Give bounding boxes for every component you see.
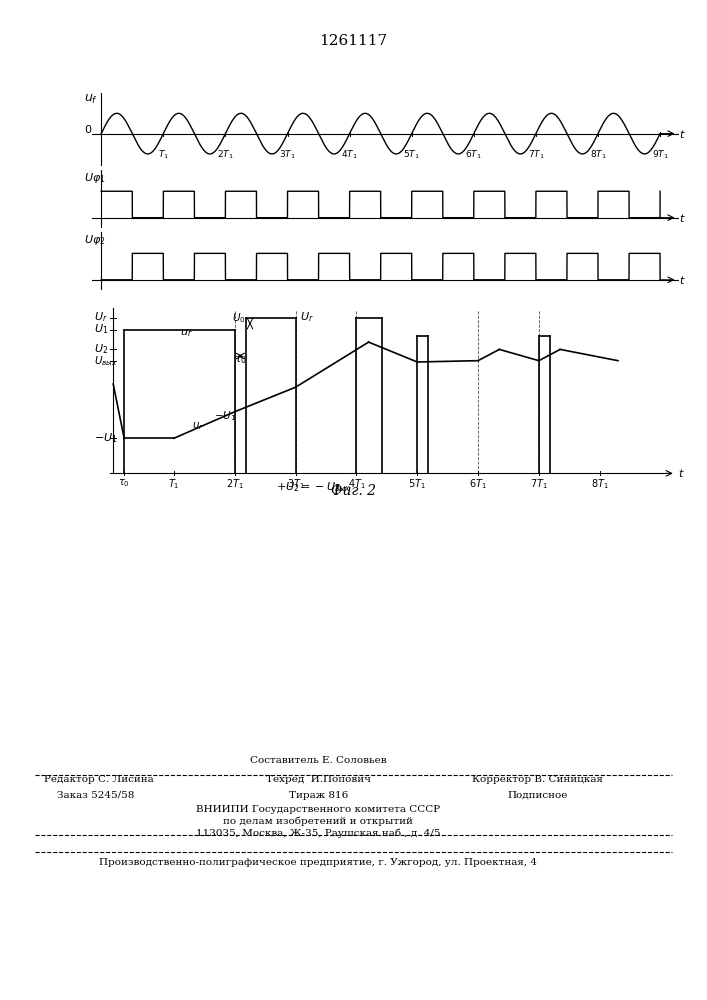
Text: 1261117: 1261117 bbox=[320, 34, 387, 48]
Text: $u_f$: $u_f$ bbox=[84, 93, 98, 106]
Text: $T_1$: $T_1$ bbox=[168, 477, 180, 491]
Text: $U_{вых}$: $U_{вых}$ bbox=[94, 354, 117, 368]
Text: $9T_1$: $9T_1$ bbox=[652, 148, 668, 161]
Text: Фиг. 2: Фиг. 2 bbox=[331, 484, 376, 498]
Text: $5T_1$: $5T_1$ bbox=[404, 148, 420, 161]
Text: $T_1$: $T_1$ bbox=[158, 148, 169, 161]
Text: $-U_1$: $-U_1$ bbox=[94, 431, 117, 445]
Text: Подписное: Подписное bbox=[507, 791, 568, 800]
Text: $8T_1$: $8T_1$ bbox=[591, 477, 609, 491]
Text: Производственно-полиграфическое предприятие, г. Ужгород, ул. Проектная, 4: Производственно-полиграфическое предприя… bbox=[99, 858, 537, 867]
Text: $6T_1$: $6T_1$ bbox=[469, 477, 487, 491]
Text: $t$: $t$ bbox=[677, 467, 684, 479]
Text: $2T_1$: $2T_1$ bbox=[217, 148, 234, 161]
Text: ВНИИПИ Государственного комитета СССР: ВНИИПИ Государственного комитета СССР bbox=[196, 805, 440, 814]
Text: Корректор В. Синицкая: Корректор В. Синицкая bbox=[472, 775, 603, 784]
Text: $+ U_2 = - U_{вых}$: $+ U_2 = - U_{вых}$ bbox=[276, 480, 351, 494]
Text: $\tau_0$: $\tau_0$ bbox=[234, 355, 247, 366]
Text: $u_r$: $u_r$ bbox=[180, 327, 193, 339]
Text: $t$: $t$ bbox=[679, 274, 685, 286]
Text: $-U_1$: $-U_1$ bbox=[214, 410, 236, 423]
Text: $3T_1$: $3T_1$ bbox=[287, 477, 305, 491]
Text: Заказ 5245/58: Заказ 5245/58 bbox=[57, 791, 134, 800]
Text: $U_1$: $U_1$ bbox=[94, 323, 108, 336]
Text: $u_r$: $u_r$ bbox=[192, 420, 204, 432]
Text: $Uφ_1$: $Uφ_1$ bbox=[84, 171, 105, 185]
Text: Тираж 816: Тираж 816 bbox=[288, 791, 348, 800]
Text: $U_r$: $U_r$ bbox=[94, 310, 107, 324]
Text: по делам изобретений и открытий: по делам изобретений и открытий bbox=[223, 816, 413, 826]
Text: $7T_1$: $7T_1$ bbox=[527, 148, 544, 161]
Text: $4T_1$: $4T_1$ bbox=[341, 148, 358, 161]
Text: Редактор С. Лисина: Редактор С. Лисина bbox=[44, 775, 154, 784]
Text: $\tau_0$: $\tau_0$ bbox=[118, 477, 130, 489]
Text: Техред  И.Попович: Техред И.Попович bbox=[266, 775, 370, 784]
Text: $8T_1$: $8T_1$ bbox=[590, 148, 607, 161]
Text: 0: 0 bbox=[84, 125, 90, 135]
Text: $Uφ_2$: $Uφ_2$ bbox=[84, 233, 105, 247]
Text: $2T_1$: $2T_1$ bbox=[226, 477, 244, 491]
Text: $t$: $t$ bbox=[679, 212, 685, 224]
Text: 113035, Москва, Ж-35, Раушская наб., д. 4/5: 113035, Москва, Ж-35, Раушская наб., д. … bbox=[196, 828, 440, 838]
Text: $3T_1$: $3T_1$ bbox=[279, 148, 296, 161]
Text: $6T_1$: $6T_1$ bbox=[465, 148, 482, 161]
Text: $U_r$: $U_r$ bbox=[300, 310, 314, 324]
Text: $4T_1$: $4T_1$ bbox=[348, 477, 366, 491]
Text: $5T_1$: $5T_1$ bbox=[409, 477, 426, 491]
Text: Составитель Е. Соловьев: Составитель Е. Соловьев bbox=[250, 756, 387, 765]
Text: $U_2$: $U_2$ bbox=[94, 342, 108, 356]
Text: $t$: $t$ bbox=[679, 128, 685, 140]
Text: $U_0$: $U_0$ bbox=[232, 311, 246, 325]
Text: $7T_1$: $7T_1$ bbox=[530, 477, 548, 491]
